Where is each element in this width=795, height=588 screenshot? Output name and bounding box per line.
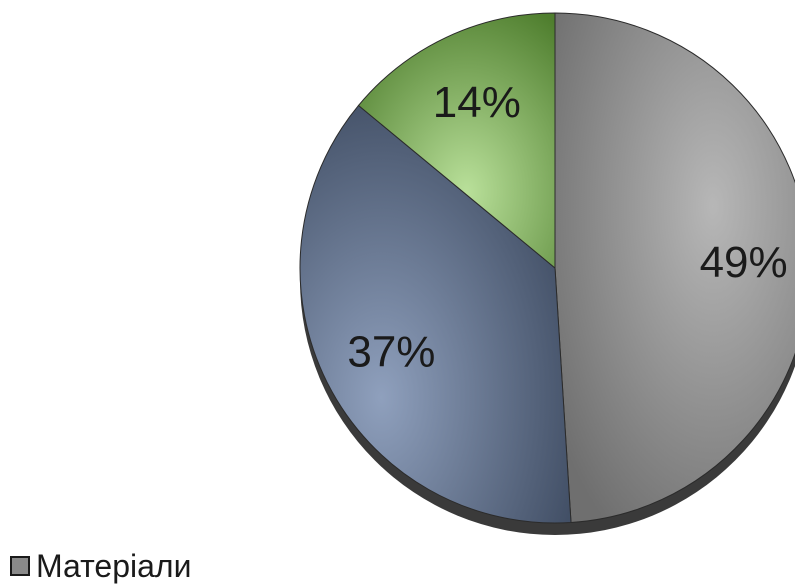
slice-label-2: 37% [347,327,435,376]
pie-labels: 49% 37% 14% [347,78,787,376]
legend-swatch [10,556,30,576]
slice-label-3: 14% [433,78,521,127]
pie-slices [299,12,795,524]
pie-slice-1 [554,12,795,524]
slice-label-1: 49% [700,238,788,287]
pie-slice-2 [299,104,572,524]
legend: Матеріали [10,548,191,584]
pie-slice-3 [357,12,556,270]
legend-label: Матеріали [36,548,192,584]
